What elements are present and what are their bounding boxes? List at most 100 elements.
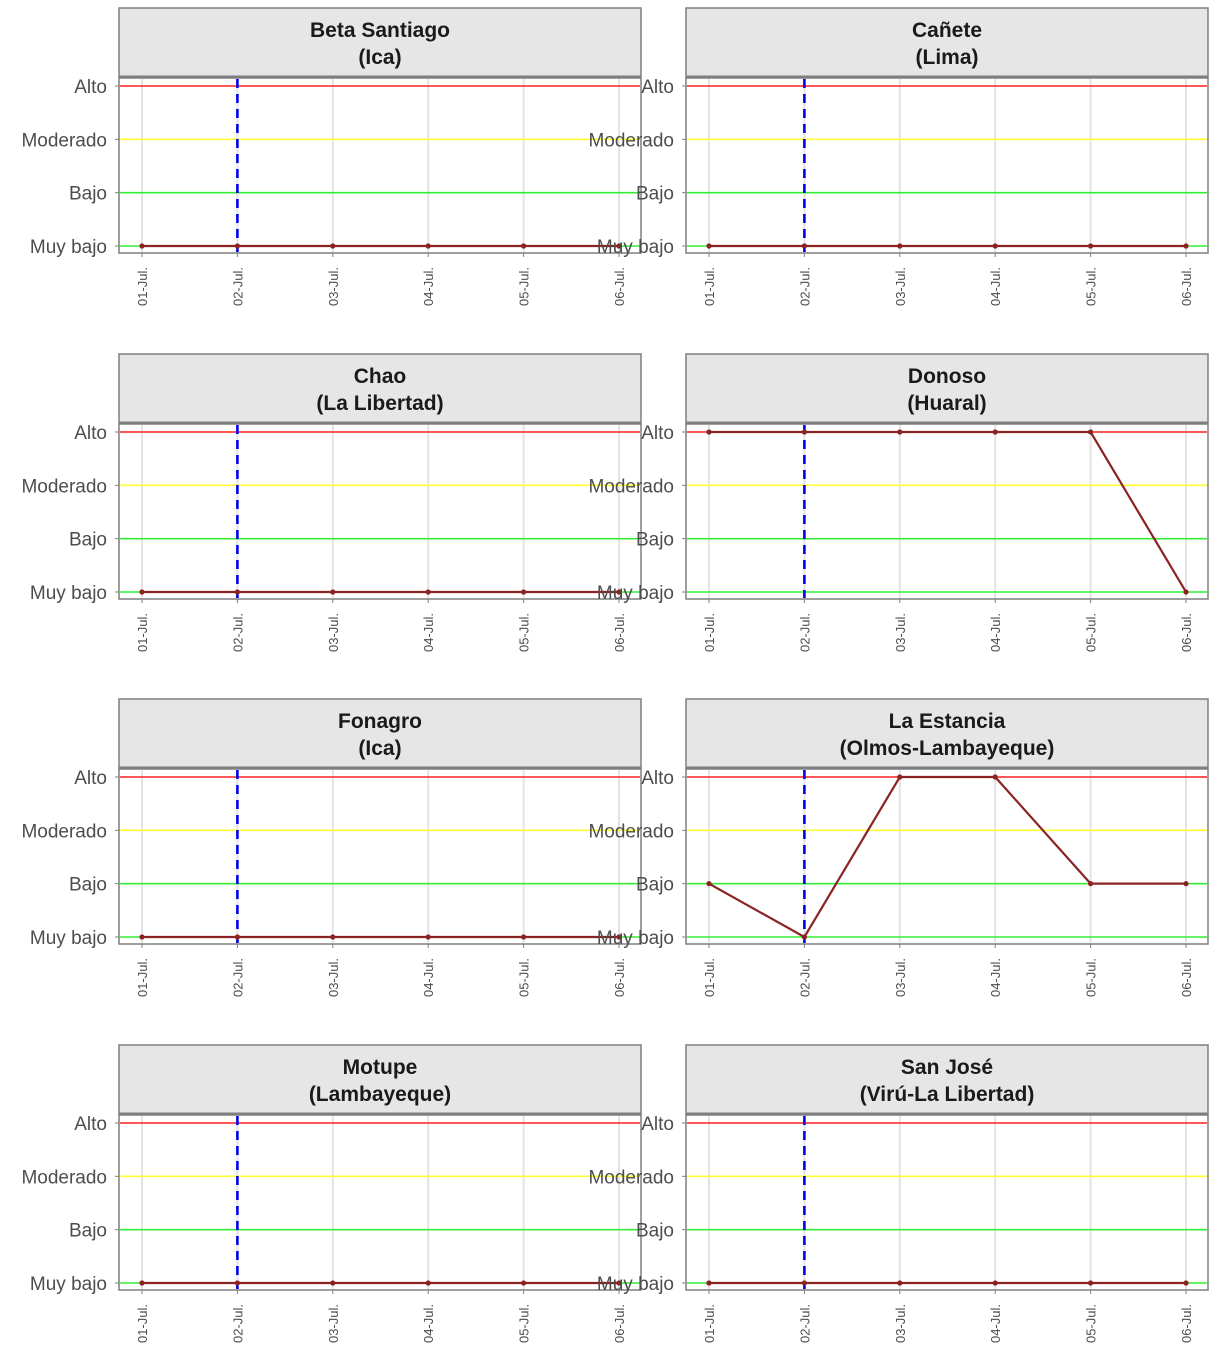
x-tick-label: 01-Jul. [135, 267, 150, 306]
x-tick-label: 06-Jul. [612, 1304, 627, 1343]
y-tick-label: Muy bajo [30, 237, 107, 258]
x-tick-label: 01-Jul. [702, 1304, 717, 1343]
panel-1: Beta Santiago (Ica) Muy bajo Bajo Moderado Al… [21, 7, 642, 306]
panel-strip [118, 698, 642, 769]
data-point [425, 934, 431, 940]
x-tick-label: 03-Jul. [326, 267, 341, 306]
series-line [709, 430, 1187, 593]
panel-strip [685, 353, 1209, 424]
data-point [425, 243, 431, 249]
panel-2: Cañete (Lima) Muy bajo Bajo Moderado Alto 01-J… [588, 7, 1209, 306]
plot-frame [685, 77, 1209, 254]
data-point [992, 243, 998, 249]
y-tick-label: Alto [74, 77, 107, 98]
x-tick-label: 01-Jul. [135, 613, 150, 652]
panel-subtitle: (Ica) [358, 46, 401, 69]
data-point [897, 1280, 903, 1286]
data-point [425, 589, 431, 595]
data-point [521, 589, 527, 595]
x-tick-label: 06-Jul. [612, 267, 627, 306]
x-tick-label: 01-Jul. [702, 613, 717, 652]
data-point [616, 934, 622, 940]
x-tick-label: 03-Jul. [893, 958, 908, 997]
x-tick-label: 03-Jul. [893, 613, 908, 652]
x-tick-label: 05-Jul. [1084, 613, 1099, 652]
x-tick-label: 03-Jul. [893, 267, 908, 306]
panel-subtitle: (Olmos-Lambayeque) [840, 737, 1055, 760]
y-tick-label: Moderado [588, 130, 674, 151]
data-point [425, 1280, 431, 1286]
panel-strip [118, 1044, 642, 1115]
plot-frame [118, 768, 642, 945]
y-tick-label: Alto [641, 423, 674, 444]
panel-7: Motupe (Lambayeque) Muy bajo Bajo Moderado Al… [21, 1044, 642, 1343]
panel-title: San José [901, 1056, 993, 1079]
panel-title: Beta Santiago [310, 19, 450, 42]
data-point [330, 243, 336, 249]
data-point [521, 1280, 527, 1286]
x-tick-label: 04-Jul. [988, 613, 1003, 652]
data-point [330, 934, 336, 940]
x-tick-label: 02-Jul. [230, 958, 245, 997]
data-point [801, 243, 808, 249]
data-point [1183, 881, 1189, 887]
panel-subtitle: (Lima) [916, 46, 979, 69]
panel-subtitle: (Huaral) [907, 392, 986, 415]
data-point [1183, 243, 1189, 249]
y-tick-label: Muy bajo [30, 583, 107, 604]
y-tick-label: Alto [74, 1114, 107, 1135]
data-point [616, 589, 622, 595]
data-point [1183, 589, 1189, 595]
y-tick-label: Muy bajo [30, 928, 107, 949]
plot-frame [118, 423, 642, 600]
data-point [139, 243, 145, 249]
panel-subtitle: (Lambayeque) [309, 1083, 451, 1106]
plot-frame [685, 423, 1209, 600]
x-tick-label: 02-Jul. [797, 267, 812, 306]
x-tick-label: 05-Jul. [1084, 958, 1099, 997]
y-tick-label: Alto [74, 423, 107, 444]
data-point [1088, 1280, 1094, 1286]
x-tick-label: 02-Jul. [797, 1304, 812, 1343]
plot-frame [118, 77, 642, 254]
x-tick-label: 05-Jul. [517, 613, 532, 652]
data-point [706, 243, 712, 249]
data-point [1183, 1280, 1189, 1286]
x-tick-label: 01-Jul. [702, 267, 717, 306]
x-tick-label: 02-Jul. [230, 613, 245, 652]
data-point [897, 243, 903, 249]
panel-8: San José (Virú-La Libertad) Muy bajo Bajo Mo… [588, 1044, 1209, 1343]
x-tick-label: 04-Jul. [421, 613, 436, 652]
panel-title: La Estancia [889, 710, 1006, 733]
x-tick-label: 03-Jul. [326, 1304, 341, 1343]
panel-title: Fonagro [338, 710, 422, 733]
y-tick-label: Muy bajo [597, 583, 674, 604]
y-tick-label: Bajo [69, 184, 107, 205]
series-line [708, 775, 1186, 939]
panel-title: Cañete [912, 19, 982, 42]
panel-subtitle: (La Libertad) [316, 392, 443, 415]
x-tick-label: 04-Jul. [988, 958, 1003, 997]
x-tick-label: 05-Jul. [517, 958, 532, 997]
panel-subtitle: (Virú-La Libertad) [860, 1083, 1035, 1106]
data-point [1088, 243, 1094, 249]
x-tick-label: 02-Jul. [230, 267, 245, 306]
data-point [616, 243, 622, 249]
x-tick-label: 06-Jul. [1179, 613, 1194, 652]
data-point [234, 1280, 240, 1286]
x-tick-label: 01-Jul. [135, 1304, 150, 1343]
panel-subtitle: (Ica) [358, 737, 401, 760]
panel-title: Donoso [908, 365, 986, 388]
data-point [992, 429, 998, 435]
x-tick-label: 02-Jul. [797, 613, 812, 652]
x-tick-label: 03-Jul. [893, 1304, 908, 1343]
plot-frame [118, 1114, 642, 1291]
x-tick-label: 01-Jul. [135, 958, 150, 997]
data-point [521, 934, 527, 940]
panel-title: Chao [354, 365, 407, 388]
panel-5: Fonagro (Ica) Muy bajo Bajo Moderado Alto 01-J… [21, 698, 642, 997]
y-tick-label: Muy bajo [597, 928, 674, 949]
panel-strip [118, 353, 642, 424]
data-point [706, 881, 712, 887]
